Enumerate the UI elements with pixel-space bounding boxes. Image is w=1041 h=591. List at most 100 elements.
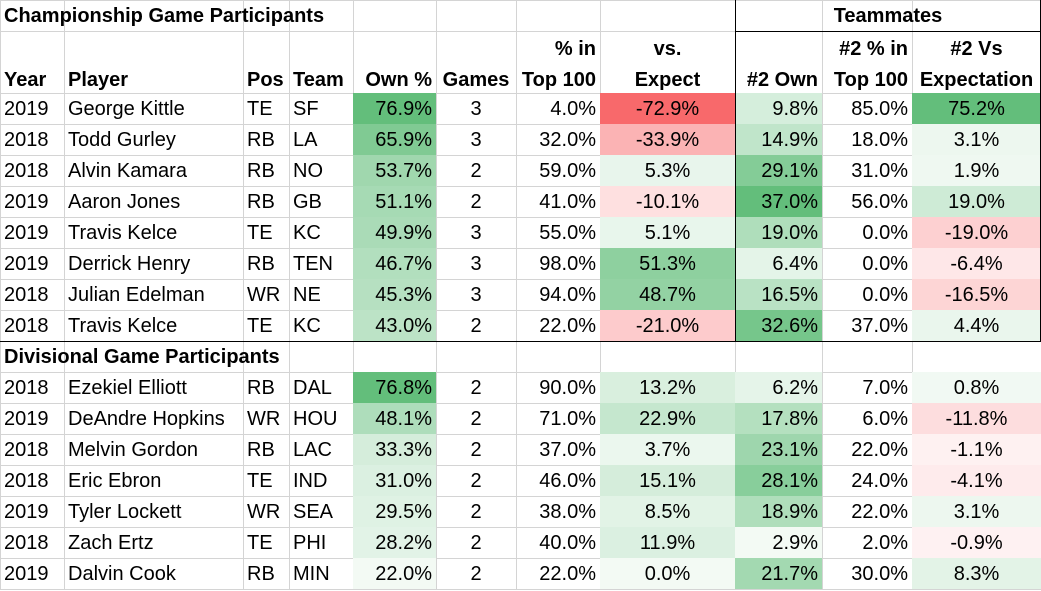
gridline — [0, 589, 1041, 590]
cell-top2: 37.0% — [851, 314, 908, 337]
header-year: Year — [0, 31, 64, 93]
cell-top2: 22.0% — [851, 500, 908, 523]
gridline — [64, 0, 65, 589]
cell-games: 3 — [470, 252, 482, 275]
cell-vs: 0.0% — [600, 558, 735, 589]
cell-player: Aaron Jones — [68, 190, 181, 213]
cell-player: Ezekiel Elliott — [68, 376, 187, 399]
cell-vs2: 8.3% — [912, 558, 1041, 589]
cell-top100: 22.0% — [539, 562, 596, 585]
section-title-championship: Championship Game Participants — [4, 4, 325, 27]
cell-vs: 5.1% — [600, 217, 735, 248]
cell-top2: 85.0% — [851, 97, 908, 120]
cell-team: PHI — [293, 531, 327, 554]
cell-pos: RB — [247, 190, 275, 213]
cell-pos: TE — [247, 97, 273, 120]
cell-top100: 32.0% — [539, 128, 596, 151]
cell-top100: 46.0% — [539, 469, 596, 492]
header-line: Own % — [365, 69, 432, 91]
border-line — [735, 31, 1041, 32]
header-line: vs. — [653, 38, 682, 60]
cell-top100: 59.0% — [539, 159, 596, 182]
section-title-divisional: Divisional Game Participants — [4, 345, 280, 368]
cell-year: 2018 — [4, 159, 49, 182]
cell-year: 2018 — [4, 531, 49, 554]
cell-vs: 8.5% — [600, 496, 735, 527]
cell-year: 2018 — [4, 283, 49, 306]
header-line: Top 100 — [521, 69, 596, 91]
gridline — [0, 403, 1041, 404]
cell-vs: 22.9% — [600, 403, 735, 434]
gridline — [0, 0, 1041, 1]
gridline — [0, 372, 1041, 373]
cell-team: DAL — [293, 376, 332, 399]
cell-own: 48.1% — [353, 403, 436, 434]
cell-vs: 51.3% — [600, 248, 735, 279]
cell-team: SEA — [293, 500, 334, 523]
cell-top2: 24.0% — [851, 469, 908, 492]
cell-team: LA — [293, 128, 318, 151]
header-line: Expectation — [919, 69, 1034, 91]
gridline — [0, 496, 1041, 497]
cell-games: 2 — [470, 407, 482, 430]
cell-games: 2 — [470, 314, 482, 337]
header-pos: Pos — [243, 31, 289, 93]
header-top100: % in Top 100 — [516, 31, 600, 93]
cell-year: 2019 — [4, 221, 49, 244]
cell-vs2: 4.4% — [912, 310, 1041, 341]
cell-top100: 55.0% — [539, 221, 596, 244]
cell-year: 2019 — [4, 252, 49, 275]
header-vs: vs. Expect — [600, 31, 735, 93]
cell-own2: 6.4% — [735, 248, 822, 279]
cell-pos: WR — [247, 283, 281, 306]
gridline — [516, 0, 517, 589]
cell-games: 3 — [470, 283, 482, 306]
cell-games: 2 — [470, 190, 482, 213]
cell-own: 22.0% — [353, 558, 436, 589]
cell-own2: 9.8% — [735, 93, 822, 124]
cell-own2: 14.9% — [735, 124, 822, 155]
cell-own2: 21.7% — [735, 558, 822, 589]
cell-own2: 28.1% — [735, 465, 822, 496]
gridline — [289, 0, 290, 589]
gridline — [0, 93, 1041, 94]
cell-year: 2019 — [4, 500, 49, 523]
cell-team: KC — [293, 221, 321, 244]
cell-vs2: 19.0% — [912, 186, 1041, 217]
cell-own2: 2.9% — [735, 527, 822, 558]
cell-team: SF — [293, 97, 319, 120]
header-top2: #2 % in Top 100 — [822, 31, 912, 93]
cell-vs: 48.7% — [600, 279, 735, 310]
cell-year: 2019 — [4, 562, 49, 585]
cell-pos: TE — [247, 469, 273, 492]
cell-player: Zach Ertz — [68, 531, 154, 554]
cell-games: 2 — [470, 438, 482, 461]
gridline — [243, 0, 244, 589]
cell-games: 2 — [470, 469, 482, 492]
cell-pos: WR — [247, 500, 281, 523]
cell-own2: 32.6% — [735, 310, 822, 341]
gridline — [0, 558, 1041, 559]
header-line: #2 Vs — [950, 38, 1003, 60]
cell-vs: -10.1% — [600, 186, 735, 217]
cell-own: 53.7% — [353, 155, 436, 186]
gridline — [0, 310, 1041, 311]
cell-pos: TE — [247, 531, 273, 554]
cell-year: 2018 — [4, 469, 49, 492]
cell-vs: 13.2% — [600, 372, 735, 403]
cell-top2: 30.0% — [851, 562, 908, 585]
header-line: Team — [293, 69, 344, 91]
gridline — [0, 217, 1041, 218]
cell-team: NE — [293, 283, 321, 306]
cell-vs2: -19.0% — [912, 217, 1041, 248]
cell-own: 33.3% — [353, 434, 436, 465]
cell-player: Alvin Kamara — [68, 159, 187, 182]
header-line: #2 Own — [746, 69, 818, 91]
cell-own: 29.5% — [353, 496, 436, 527]
cell-own: 43.0% — [353, 310, 436, 341]
cell-player: George Kittle — [68, 97, 185, 120]
gridline — [0, 155, 1041, 156]
cell-top2: 0.0% — [862, 283, 908, 306]
header-own2: #2 Own — [735, 31, 822, 93]
cell-team: LAC — [293, 438, 332, 461]
